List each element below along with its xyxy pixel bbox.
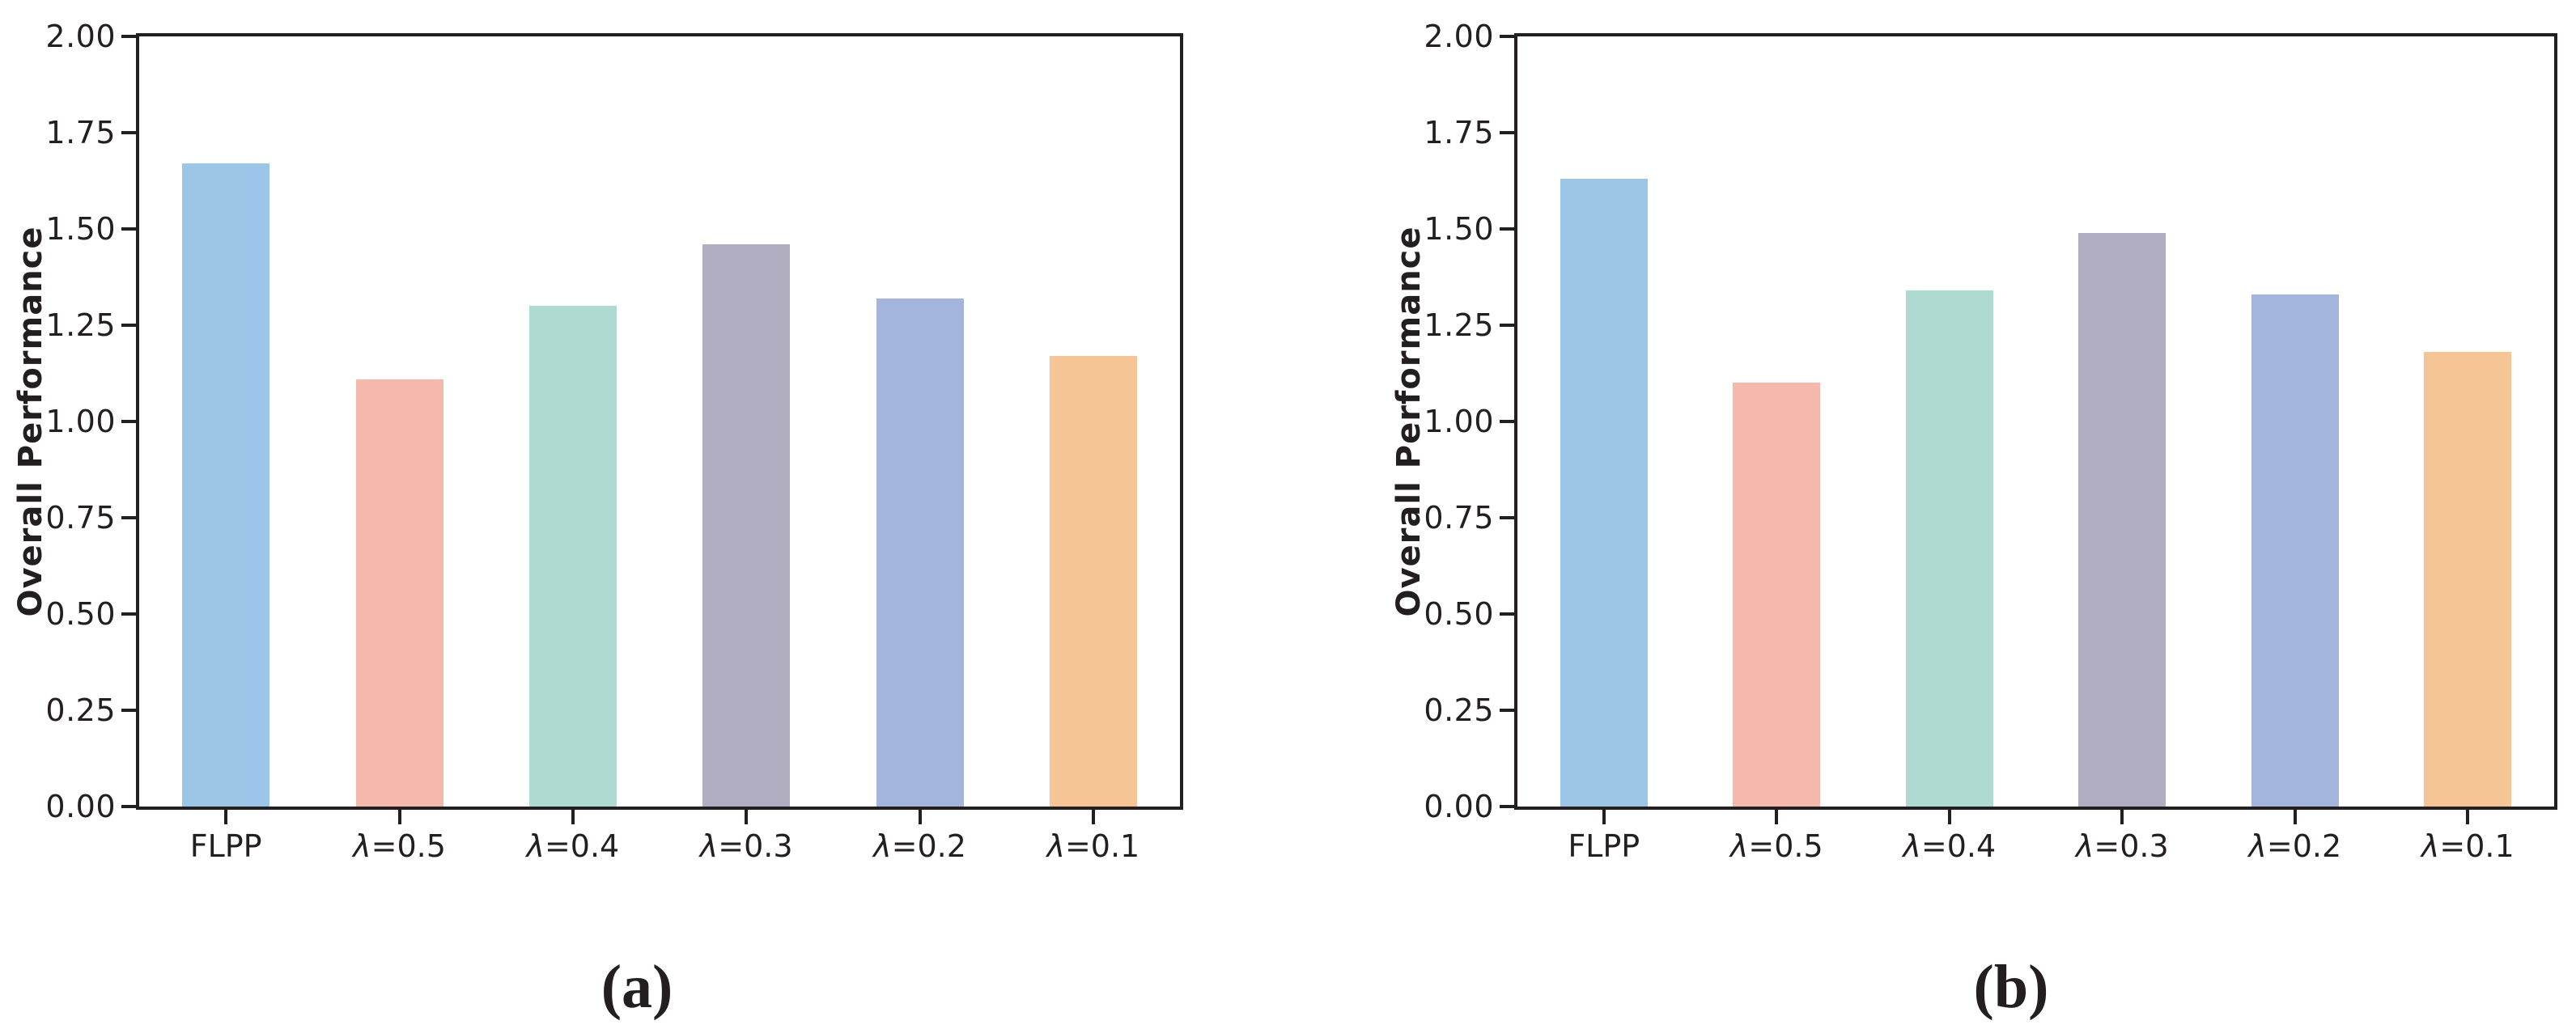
- y-tick-label: 0.00: [1424, 789, 1494, 824]
- x-tick-mark: [224, 810, 228, 824]
- y-tick-label: 0.50: [45, 596, 116, 632]
- bar-0.2: [876, 298, 964, 807]
- x-tick-label: λ=0.2: [2248, 828, 2342, 864]
- x-tick-mark: [2120, 810, 2124, 824]
- y-tick-label: 2.00: [45, 19, 116, 54]
- bar-0.5: [355, 379, 443, 807]
- x-tick-label: λ=0.4: [526, 828, 620, 864]
- x-tick-mark: [1947, 810, 1951, 824]
- y-tick-label: 1.75: [1424, 115, 1494, 150]
- panel-caption: (b): [1973, 953, 2049, 1021]
- x-tick-mark: [397, 810, 401, 824]
- plot-area: [1514, 33, 2557, 810]
- x-tick-mark: [1775, 810, 1779, 824]
- bar-0.2: [2251, 294, 2339, 807]
- lambda-glyph: λ: [2421, 828, 2440, 864]
- x-tick-mark: [2293, 810, 2297, 824]
- bar-0.4: [1905, 290, 1993, 807]
- panel-caption: (a): [601, 953, 673, 1021]
- y-tick-mark: [121, 35, 136, 38]
- lambda-glyph: λ: [873, 828, 892, 864]
- bar-FLPP: [182, 163, 270, 807]
- x-tick-label: λ=0.3: [2075, 828, 2169, 864]
- bar-0.4: [528, 306, 617, 807]
- y-tick-mark: [1500, 324, 1514, 327]
- plot-area: [136, 33, 1183, 810]
- y-tick-label: 0.75: [1424, 500, 1494, 536]
- y-tick-label: 0.75: [45, 500, 116, 536]
- y-tick-mark: [1500, 516, 1514, 519]
- y-tick-mark: [121, 420, 136, 423]
- lambda-glyph: λ: [353, 828, 371, 864]
- y-tick-mark: [1500, 420, 1514, 423]
- lambda-glyph: λ: [2248, 828, 2267, 864]
- y-tick-label: 0.25: [45, 692, 116, 728]
- y-tick-mark: [121, 805, 136, 808]
- y-tick-mark: [121, 227, 136, 231]
- lambda-glyph: λ: [699, 828, 719, 864]
- x-tick-label: λ=0.1: [2421, 828, 2514, 864]
- y-tick-mark: [121, 516, 136, 519]
- y-tick-label: 1.50: [1424, 211, 1494, 247]
- x-tick-mark: [2466, 810, 2470, 824]
- x-tick-mark: [571, 810, 575, 824]
- y-tick-mark: [1500, 805, 1514, 808]
- lambda-glyph: λ: [526, 828, 545, 864]
- y-tick-label: 1.25: [1424, 307, 1494, 343]
- x-tick-mark: [745, 810, 749, 824]
- x-tick-label: λ=0.3: [699, 828, 793, 864]
- y-tick-label: 2.00: [1424, 19, 1494, 54]
- x-tick-label: FLPP: [1568, 828, 1640, 864]
- lambda-glyph: λ: [1903, 828, 1921, 864]
- bar-0.3: [2078, 232, 2166, 807]
- y-tick-mark: [121, 324, 136, 327]
- lambda-glyph: λ: [2075, 828, 2094, 864]
- bar-0.1: [1049, 356, 1137, 807]
- x-tick-mark: [1091, 810, 1095, 824]
- x-tick-label: λ=0.4: [1903, 828, 1997, 864]
- y-axis-label: Overall Performance: [12, 226, 49, 617]
- y-axis-label: Overall Performance: [1390, 226, 1428, 617]
- bar-0.1: [2424, 352, 2512, 807]
- x-tick-label: λ=0.5: [1729, 828, 1823, 864]
- y-tick-label: 1.50: [45, 211, 116, 247]
- x-tick-mark: [1602, 810, 1606, 824]
- y-tick-label: 0.25: [1424, 692, 1494, 728]
- y-tick-label: 1.75: [45, 115, 116, 150]
- y-tick-label: 1.00: [45, 404, 116, 439]
- y-tick-label: 0.50: [1424, 596, 1494, 632]
- bar-FLPP: [1560, 179, 1648, 807]
- y-tick-mark: [1500, 709, 1514, 712]
- x-tick-mark: [918, 810, 922, 824]
- y-tick-mark: [121, 709, 136, 712]
- lambda-glyph: λ: [1729, 828, 1749, 864]
- y-tick-mark: [1500, 612, 1514, 616]
- x-tick-label: FLPP: [189, 828, 262, 864]
- y-tick-label: 1.00: [1424, 404, 1494, 439]
- x-tick-label: λ=0.2: [873, 828, 966, 864]
- y-tick-mark: [1500, 131, 1514, 134]
- lambda-glyph: λ: [1046, 828, 1065, 864]
- x-tick-label: λ=0.1: [1046, 828, 1140, 864]
- y-tick-label: 1.25: [45, 307, 116, 343]
- bar-0.5: [1733, 383, 1821, 807]
- y-tick-mark: [1500, 227, 1514, 231]
- bar-0.3: [702, 244, 791, 807]
- y-tick-mark: [1500, 35, 1514, 38]
- x-tick-label: λ=0.5: [353, 828, 446, 864]
- y-tick-mark: [121, 131, 136, 134]
- y-tick-mark: [121, 612, 136, 616]
- y-tick-label: 0.00: [45, 789, 116, 824]
